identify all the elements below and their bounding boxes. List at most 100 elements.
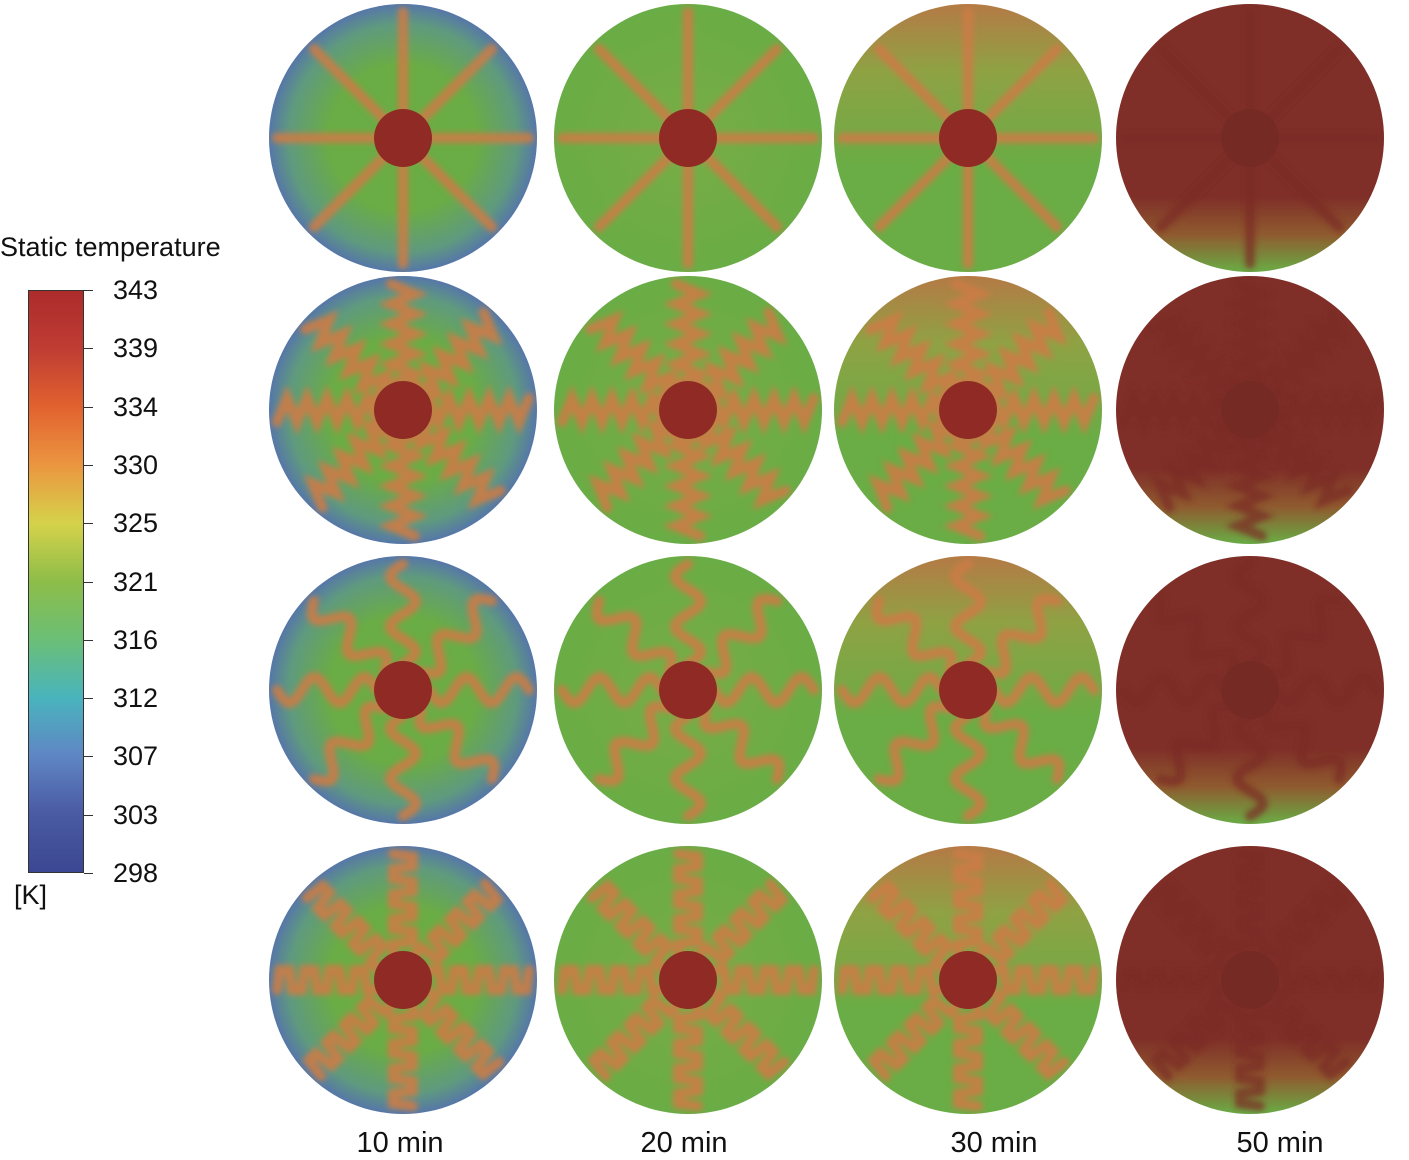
heat-source-core <box>939 661 997 719</box>
fin <box>871 595 957 677</box>
contour-disc <box>554 846 822 1114</box>
contour-disc <box>554 4 822 272</box>
colorbar-tick-label: 334 <box>113 391 159 422</box>
colorbar-tick-label: 312 <box>113 683 159 714</box>
fin <box>416 43 498 125</box>
contour-disc <box>554 276 822 544</box>
contour-disc <box>269 846 537 1114</box>
heat-source-core <box>1221 109 1279 167</box>
heat-source-core <box>939 951 997 1009</box>
fin <box>837 385 947 435</box>
fin <box>989 671 1099 709</box>
fin <box>943 431 993 541</box>
contour-disc <box>834 846 1102 1114</box>
contour-disc <box>269 276 537 544</box>
colorbar-tick-mark <box>84 814 93 816</box>
fin <box>384 559 422 669</box>
fin <box>1271 965 1381 995</box>
fin <box>873 151 955 233</box>
fins <box>837 279 1099 541</box>
heat-source-core <box>659 951 717 1009</box>
fin <box>979 703 1065 785</box>
colorbar-tick-mark <box>84 581 93 583</box>
fin <box>1271 385 1381 435</box>
fin <box>1263 593 1345 679</box>
column-label-10min: 10 min <box>356 1127 444 1159</box>
heat-source-core <box>659 661 717 719</box>
fin <box>593 151 675 233</box>
contour-disc <box>834 556 1102 824</box>
fin <box>1235 849 1265 959</box>
fin <box>424 671 534 709</box>
fins <box>557 279 819 541</box>
fin <box>1254 307 1350 402</box>
column-label-50min: 50 min <box>1236 1127 1324 1159</box>
fin <box>388 849 418 959</box>
fins <box>272 849 534 1111</box>
fin <box>1148 993 1244 1082</box>
fin <box>1261 703 1347 785</box>
fin <box>308 151 390 233</box>
fin <box>1148 878 1237 974</box>
fin <box>701 43 783 125</box>
heat-source-core <box>374 951 432 1009</box>
legend-title: Static temperature <box>0 232 221 262</box>
colorbar-tick-label: 316 <box>113 624 159 655</box>
fin <box>1155 43 1237 125</box>
contour-disc <box>269 4 537 272</box>
contour-disc <box>1116 276 1384 544</box>
fin <box>1155 151 1237 233</box>
colorbar-tick-label: 325 <box>113 508 159 539</box>
colorbar-tick-label: 321 <box>113 566 159 597</box>
fin <box>557 965 667 995</box>
heat-source-core <box>374 109 432 167</box>
fin <box>837 965 947 995</box>
fin <box>981 151 1063 233</box>
fins <box>1119 7 1381 269</box>
fin <box>1263 986 1352 1082</box>
heat-source-core <box>939 381 997 439</box>
fin <box>1119 965 1229 995</box>
fin <box>981 593 1063 679</box>
heat-source-core <box>1221 661 1279 719</box>
fin <box>308 701 390 787</box>
colorbar-tick-mark <box>84 756 93 758</box>
contour-disc <box>269 556 537 824</box>
fin <box>585 310 680 406</box>
fin <box>384 711 422 821</box>
fin <box>953 1001 983 1111</box>
colorbar-tick-label: 303 <box>113 799 159 830</box>
fin <box>701 151 783 233</box>
fin <box>696 414 791 510</box>
colorbar-tick-mark <box>84 873 93 874</box>
fin <box>301 878 390 974</box>
fin <box>1225 279 1275 389</box>
fins <box>837 7 1099 269</box>
fin <box>1119 671 1229 709</box>
fin <box>943 279 993 389</box>
fin <box>989 385 1099 435</box>
fins <box>557 849 819 1111</box>
fin <box>709 965 819 995</box>
fin <box>699 703 785 785</box>
colorbar-tick-mark <box>84 464 93 466</box>
fin <box>1271 671 1381 709</box>
fins <box>837 559 1099 821</box>
fin <box>411 414 506 510</box>
fin <box>949 711 987 821</box>
fin <box>694 878 790 967</box>
fin <box>586 878 675 974</box>
fin <box>416 151 498 233</box>
fin <box>673 1001 703 1111</box>
fin <box>663 279 713 389</box>
fin <box>949 559 987 669</box>
fin <box>866 993 962 1082</box>
fin <box>972 307 1068 402</box>
heat-source-core <box>659 381 717 439</box>
fins <box>1119 279 1381 541</box>
heat-source-core <box>374 661 432 719</box>
fin <box>378 279 428 389</box>
fin <box>865 310 960 406</box>
colorbar-tick-mark <box>84 523 93 525</box>
